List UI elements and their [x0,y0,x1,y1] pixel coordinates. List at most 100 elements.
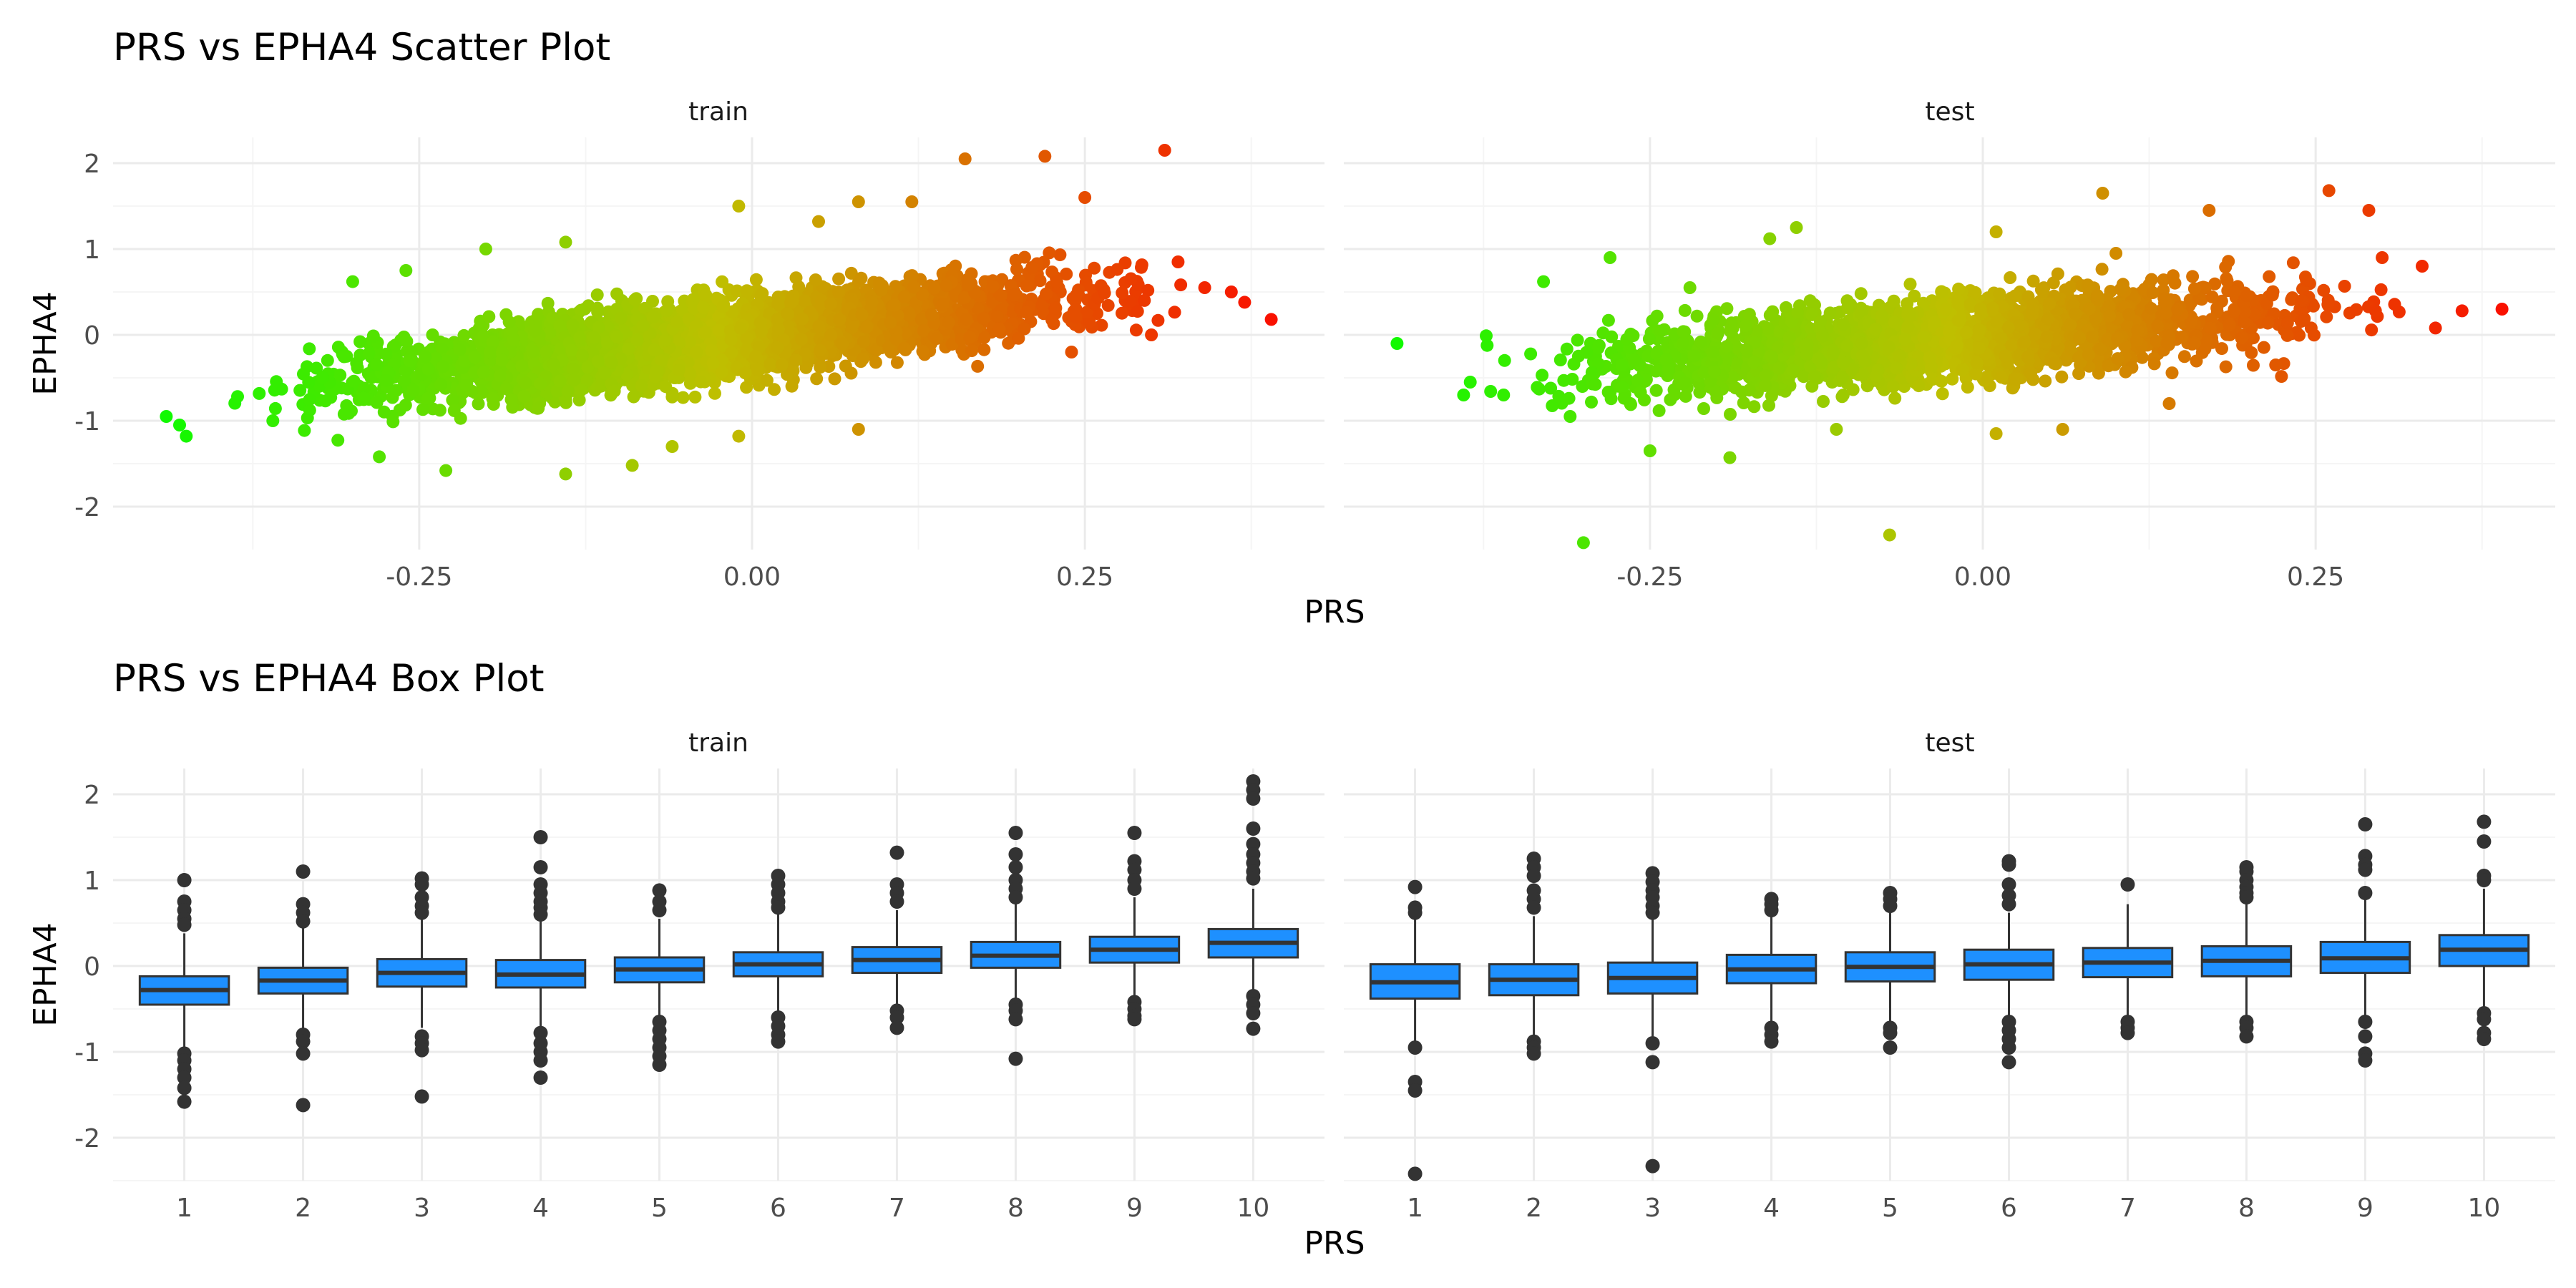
scatter-point [1649,384,1663,397]
scatter-point [598,366,612,380]
scatter-point [812,320,826,333]
scatter-point [333,369,347,382]
scatter-panel-train [113,137,1324,550]
scatter-point [705,343,718,357]
scatter-point [2081,278,2094,292]
scatter-point [828,372,841,386]
scatter-point [366,329,380,343]
scatter-point [772,323,785,336]
scatter-point [1040,287,1053,301]
scatter-point [2037,281,2051,295]
scatter-point [672,364,686,377]
scatter-point [268,401,282,415]
scatter-point [475,386,489,399]
scatter-point [614,311,628,325]
scatter-point [421,362,435,376]
scatter-point [832,286,845,299]
scatter-point [1817,395,1830,408]
scatter-point [630,333,644,347]
scatter-point [399,364,412,377]
scatter-point [977,331,991,344]
scatter-point [1737,396,1750,409]
scatter-point [567,374,581,386]
scatter-point [1690,309,1704,323]
scatter-point [561,384,575,398]
scatter-panel-test [1344,137,2555,550]
scatter-point [565,343,578,357]
scatter-point [548,395,562,409]
scatter-point [2147,357,2161,371]
scatter-point [2263,270,2276,283]
scatter-point [749,273,763,286]
scatter-point [1634,386,1647,399]
scatter-point [386,415,400,429]
scatter-point [856,352,869,366]
scatter-point [1678,303,1692,317]
scatter-point [458,354,472,368]
scatter-point [2102,359,2115,373]
scatter-point [1888,391,1902,405]
scatter-point [502,315,516,328]
scatter-point [2186,270,2200,283]
scatter-point [370,396,384,409]
scatter-point [543,326,557,340]
scatter-point [844,266,858,280]
scatter-point [965,344,979,357]
scatter-point [1101,298,1115,312]
scatter-point [658,334,672,347]
scatter-point [833,313,847,326]
scatter-point [483,346,497,358]
scatter-point [799,348,812,361]
scatter-point [2219,360,2233,374]
scatter-point [357,381,371,395]
scatter-point [775,358,789,371]
scatter-point [1141,283,1155,297]
scatter-point [960,313,973,326]
scatter-point [253,386,266,400]
scatter-point [869,356,882,369]
scatter-point [2182,298,2196,312]
scatter-outlier-point [1145,328,1158,341]
scatter-outlier-point [1238,296,1252,309]
scatter-point [708,386,721,400]
scatter-point [1524,347,1538,361]
scatter-point [303,393,316,406]
scatter-point [2257,341,2270,354]
scatter-point [905,269,919,283]
scatter-point [434,378,447,391]
scatter-point [421,391,434,405]
scatter-point [1484,385,1498,398]
scatter-point [610,330,623,343]
scatter-point [723,323,737,337]
scatter-point [771,341,784,355]
scatter-point [971,301,985,315]
scatter-point [1652,404,1666,417]
scatter-point [486,392,499,406]
scatter-point [688,390,702,404]
scatter-point [2368,304,2382,318]
scatter-point [2286,256,2300,270]
scatter-point [590,288,604,302]
scatter-point [689,346,703,359]
scatter-point [1546,399,1559,412]
scatter-point [1708,384,1722,398]
scatter-outlier-point [1264,313,1278,326]
scatter-point [794,333,808,346]
scatter-point [580,374,594,387]
scatter-point [977,312,990,325]
scatter-point [550,384,564,398]
scatter-point [635,379,648,392]
scatter-point [303,404,316,417]
scatter-point [459,379,473,392]
scatter-point [917,324,930,338]
scatter-cloud [1480,255,2406,421]
scatter-point [1762,399,1775,412]
scatter-point [1043,246,1056,260]
scatter-point [495,353,509,367]
scatter-point [897,341,911,355]
scatter-point [884,316,897,329]
scatter-point [608,384,621,398]
scatter-point [650,364,663,378]
scatter-point [716,300,730,313]
scatter-outlier-point [559,467,572,481]
